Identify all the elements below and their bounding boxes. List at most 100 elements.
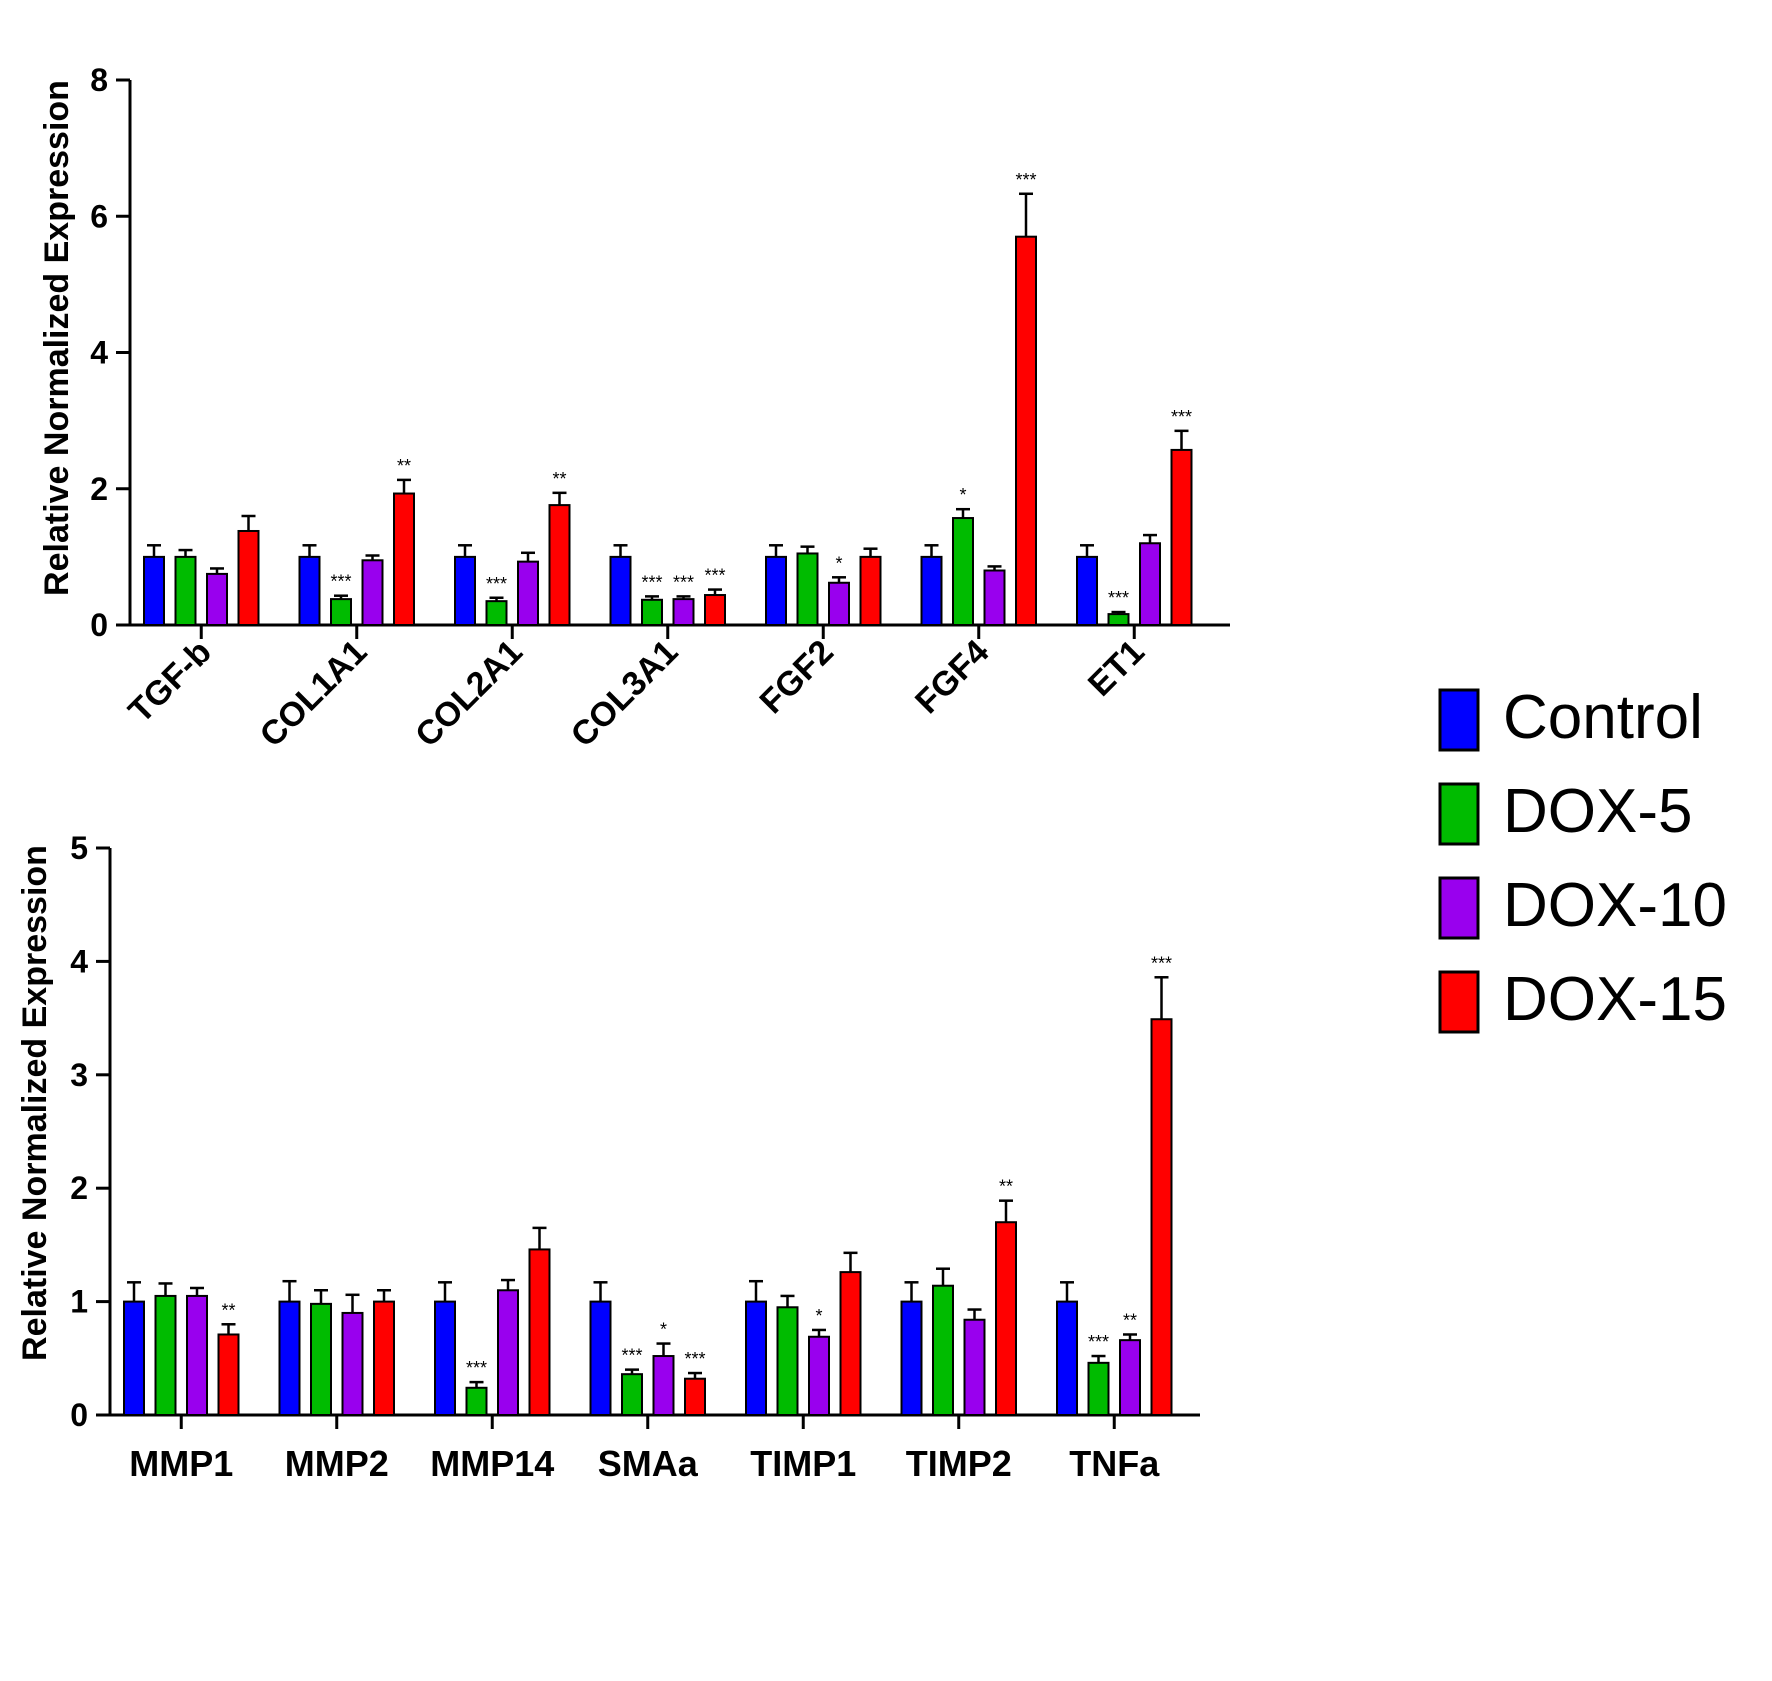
bar-fgf2-dox-5 xyxy=(796,552,819,626)
bar-mmp2-dox-10 xyxy=(341,1311,364,1416)
bar-timp1-dox-15 xyxy=(839,1271,862,1416)
bar-col1a1-control xyxy=(298,555,321,626)
significance-label: *** xyxy=(704,566,725,586)
significance-label: *** xyxy=(673,572,694,592)
bar-col1a1-dox-10 xyxy=(361,559,384,626)
significance-label: ** xyxy=(1123,1310,1137,1330)
bar-col2a1-control xyxy=(454,555,476,626)
bar-timp2-dox-10 xyxy=(963,1318,986,1417)
legend: Control DOX-5 DOX-10 DOX-15 xyxy=(1438,683,1727,1034)
significance-label: *** xyxy=(621,1346,642,1366)
x-category-label: COL3A1 xyxy=(564,633,686,755)
legend-swatch-dox-5 xyxy=(1438,782,1480,846)
significance-label: *** xyxy=(466,1358,487,1378)
legend-swatch-dox-10 xyxy=(1438,876,1480,940)
x-category-label: FGF4 xyxy=(908,633,996,721)
significance-label: ** xyxy=(552,469,566,489)
bar-col2a1-dox-15 xyxy=(548,504,571,627)
bar-col3a1-dox-5 xyxy=(641,598,663,627)
bar-mmp14-dox-10 xyxy=(497,1289,519,1417)
bar-fgf4-dox-5 xyxy=(952,517,974,627)
bar-mmp2-control xyxy=(278,1300,301,1416)
x-category-label: COL1A1 xyxy=(253,633,375,755)
bar-col1a1-dox-5 xyxy=(330,598,352,626)
legend-swatch-dox-15 xyxy=(1438,970,1480,1034)
significance-label: ** xyxy=(221,1300,235,1320)
y-tick-label: 1 xyxy=(70,1284,88,1320)
bar-mmp1-dox-15 xyxy=(217,1333,240,1416)
bar-timp1-dox-10 xyxy=(808,1335,830,1417)
y-tick-label: 0 xyxy=(90,607,108,643)
x-category-label: TGF-b xyxy=(121,633,219,731)
bar-tgf-b-control xyxy=(143,555,165,626)
bar-fgf4-dox-15 xyxy=(1015,235,1037,626)
bar-fgf2-dox-10 xyxy=(828,581,850,627)
bar-smaa-dox-10 xyxy=(652,1355,675,1416)
x-category-label: FGF2 xyxy=(753,633,841,721)
y-tick-label: 4 xyxy=(70,943,88,979)
y-axis-title: Relative Normalized Expression xyxy=(16,845,54,1361)
x-category-label: MMP1 xyxy=(129,1443,233,1484)
bar-smaa-dox-5 xyxy=(621,1373,643,1417)
bar-mmp2-dox-5 xyxy=(310,1302,332,1417)
significance-label: *** xyxy=(486,574,507,594)
y-tick-label: 3 xyxy=(70,1057,88,1093)
bar-et1-control xyxy=(1076,555,1098,626)
y-tick-label: 5 xyxy=(70,830,88,866)
bar-fgf4-dox-10 xyxy=(983,569,1006,626)
significance-label: * xyxy=(815,1306,822,1326)
bar-col3a1-dox-15 xyxy=(704,594,726,627)
bar-tnfa-dox-10 xyxy=(1119,1339,1141,1417)
bar-tgf-b-dox-15 xyxy=(237,529,260,626)
x-category-label: TIMP1 xyxy=(750,1443,856,1484)
bar-col3a1-dox-10 xyxy=(672,598,695,626)
y-tick-label: 2 xyxy=(90,471,108,507)
x-category-label: TNFa xyxy=(1069,1443,1160,1484)
y-tick-label: 4 xyxy=(90,335,108,371)
bar-mmp1-dox-10 xyxy=(186,1294,208,1417)
bar-tnfa-dox-5 xyxy=(1087,1361,1110,1417)
significance-label: ** xyxy=(999,1177,1013,1197)
significance-label: * xyxy=(835,553,842,573)
significance-label: *** xyxy=(1151,953,1172,973)
y-tick-label: 0 xyxy=(70,1397,88,1433)
bar-timp1-dox-5 xyxy=(776,1306,799,1417)
significance-label: *** xyxy=(1108,588,1129,608)
bar-tgf-b-dox-5 xyxy=(174,555,197,626)
x-category-label: MMP14 xyxy=(430,1443,554,1484)
significance-label: * xyxy=(660,1320,667,1340)
bar-timp2-dox-15 xyxy=(995,1221,1017,1416)
bar-col3a1-control xyxy=(609,555,632,626)
bar-smaa-dox-15 xyxy=(684,1377,706,1417)
bar-mmp2-dox-15 xyxy=(373,1300,395,1416)
significance-label: *** xyxy=(1015,170,1036,190)
y-tick-label: 8 xyxy=(90,62,108,98)
bar-tnfa-control xyxy=(1056,1300,1078,1416)
top-chart: 0 2 4 6 8 Relative Normalized Expression TGF-b… xyxy=(38,62,1230,755)
significance-label: *** xyxy=(330,572,351,592)
bar-timp2-dox-5 xyxy=(932,1284,954,1416)
y-tick-label: 2 xyxy=(70,1170,88,1206)
bar-col2a1-dox-5 xyxy=(485,600,508,626)
x-category-label: TIMP2 xyxy=(906,1443,1012,1484)
significance-label: *** xyxy=(641,572,662,592)
bar-et1-dox-5 xyxy=(1107,613,1130,626)
legend-swatch-control xyxy=(1438,688,1480,752)
bar-col1a1-dox-15 xyxy=(393,492,415,626)
bar-tgf-b-dox-10 xyxy=(206,572,228,626)
legend-label-dox-15: DOX-15 xyxy=(1503,965,1727,1034)
bar-mmp14-dox-15 xyxy=(528,1248,551,1417)
significance-label: * xyxy=(959,485,966,505)
bar-tnfa-dox-15 xyxy=(1150,1018,1173,1416)
legend-label-control: Control xyxy=(1503,683,1703,752)
bar-timp2-control xyxy=(900,1300,923,1416)
legend-label-dox-10: DOX-10 xyxy=(1503,871,1727,940)
bar-smaa-control xyxy=(589,1300,612,1416)
bar-mmp14-dox-5 xyxy=(465,1386,488,1417)
bar-col2a1-dox-10 xyxy=(517,560,539,626)
significance-label: *** xyxy=(1088,1332,1109,1352)
bar-timp1-control xyxy=(745,1300,767,1416)
x-category-label: SMAa xyxy=(598,1443,699,1484)
